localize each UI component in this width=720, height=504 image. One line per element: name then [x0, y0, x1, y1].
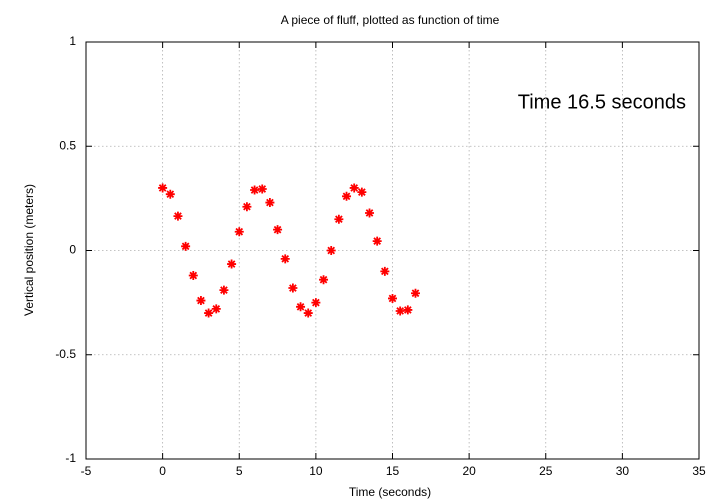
marker — [372, 236, 382, 246]
x-tick-label: 0 — [159, 464, 166, 478]
marker — [296, 302, 306, 312]
marker — [395, 306, 405, 316]
annotation: Time 16.5 seconds — [518, 91, 686, 113]
marker — [403, 305, 413, 315]
marker — [280, 254, 290, 264]
marker — [342, 191, 352, 201]
y-tick-label: -1 — [65, 451, 76, 465]
marker — [158, 183, 168, 193]
marker — [303, 308, 313, 318]
plot-border — [85, 41, 700, 460]
marker — [165, 189, 175, 199]
marker — [242, 202, 252, 212]
marker — [188, 271, 198, 281]
x-tick-label: 10 — [309, 464, 323, 478]
marker — [250, 185, 260, 195]
marker — [196, 296, 206, 306]
marker — [388, 293, 397, 303]
marker — [326, 246, 336, 255]
marker — [227, 259, 237, 269]
marker — [311, 298, 321, 308]
marker — [173, 211, 183, 221]
x-tick-label: 20 — [462, 464, 476, 478]
x-tick-label: 5 — [236, 464, 243, 478]
marker — [319, 275, 329, 285]
marker — [410, 288, 420, 298]
y-tick-label: -0.5 — [55, 347, 76, 361]
marker — [273, 225, 283, 235]
marker — [204, 308, 214, 318]
marker — [234, 227, 244, 237]
marker — [380, 266, 390, 276]
x-tick-label: -5 — [81, 464, 92, 478]
marker — [349, 183, 359, 193]
marker — [257, 184, 267, 194]
marker — [211, 304, 221, 314]
y-axis-label: Vertical position (meters) — [22, 184, 36, 316]
x-tick-label: 25 — [539, 464, 553, 478]
x-tick-label: 30 — [616, 464, 630, 478]
x-tick-label: 15 — [386, 464, 400, 478]
marker — [219, 285, 229, 295]
marker — [365, 208, 375, 218]
y-tick-label: 0 — [69, 243, 76, 257]
y-tick-label: 1 — [69, 34, 76, 48]
x-tick-label: 35 — [692, 464, 706, 478]
marker — [334, 214, 344, 224]
x-axis-label: Time (seconds) — [349, 485, 431, 499]
marker — [357, 187, 367, 197]
marker — [288, 283, 298, 293]
y-tick-label: 0.5 — [59, 138, 76, 152]
marker — [181, 241, 191, 251]
marker — [265, 198, 275, 208]
chart-title: A piece of fluff, plotted as function of… — [281, 13, 500, 27]
